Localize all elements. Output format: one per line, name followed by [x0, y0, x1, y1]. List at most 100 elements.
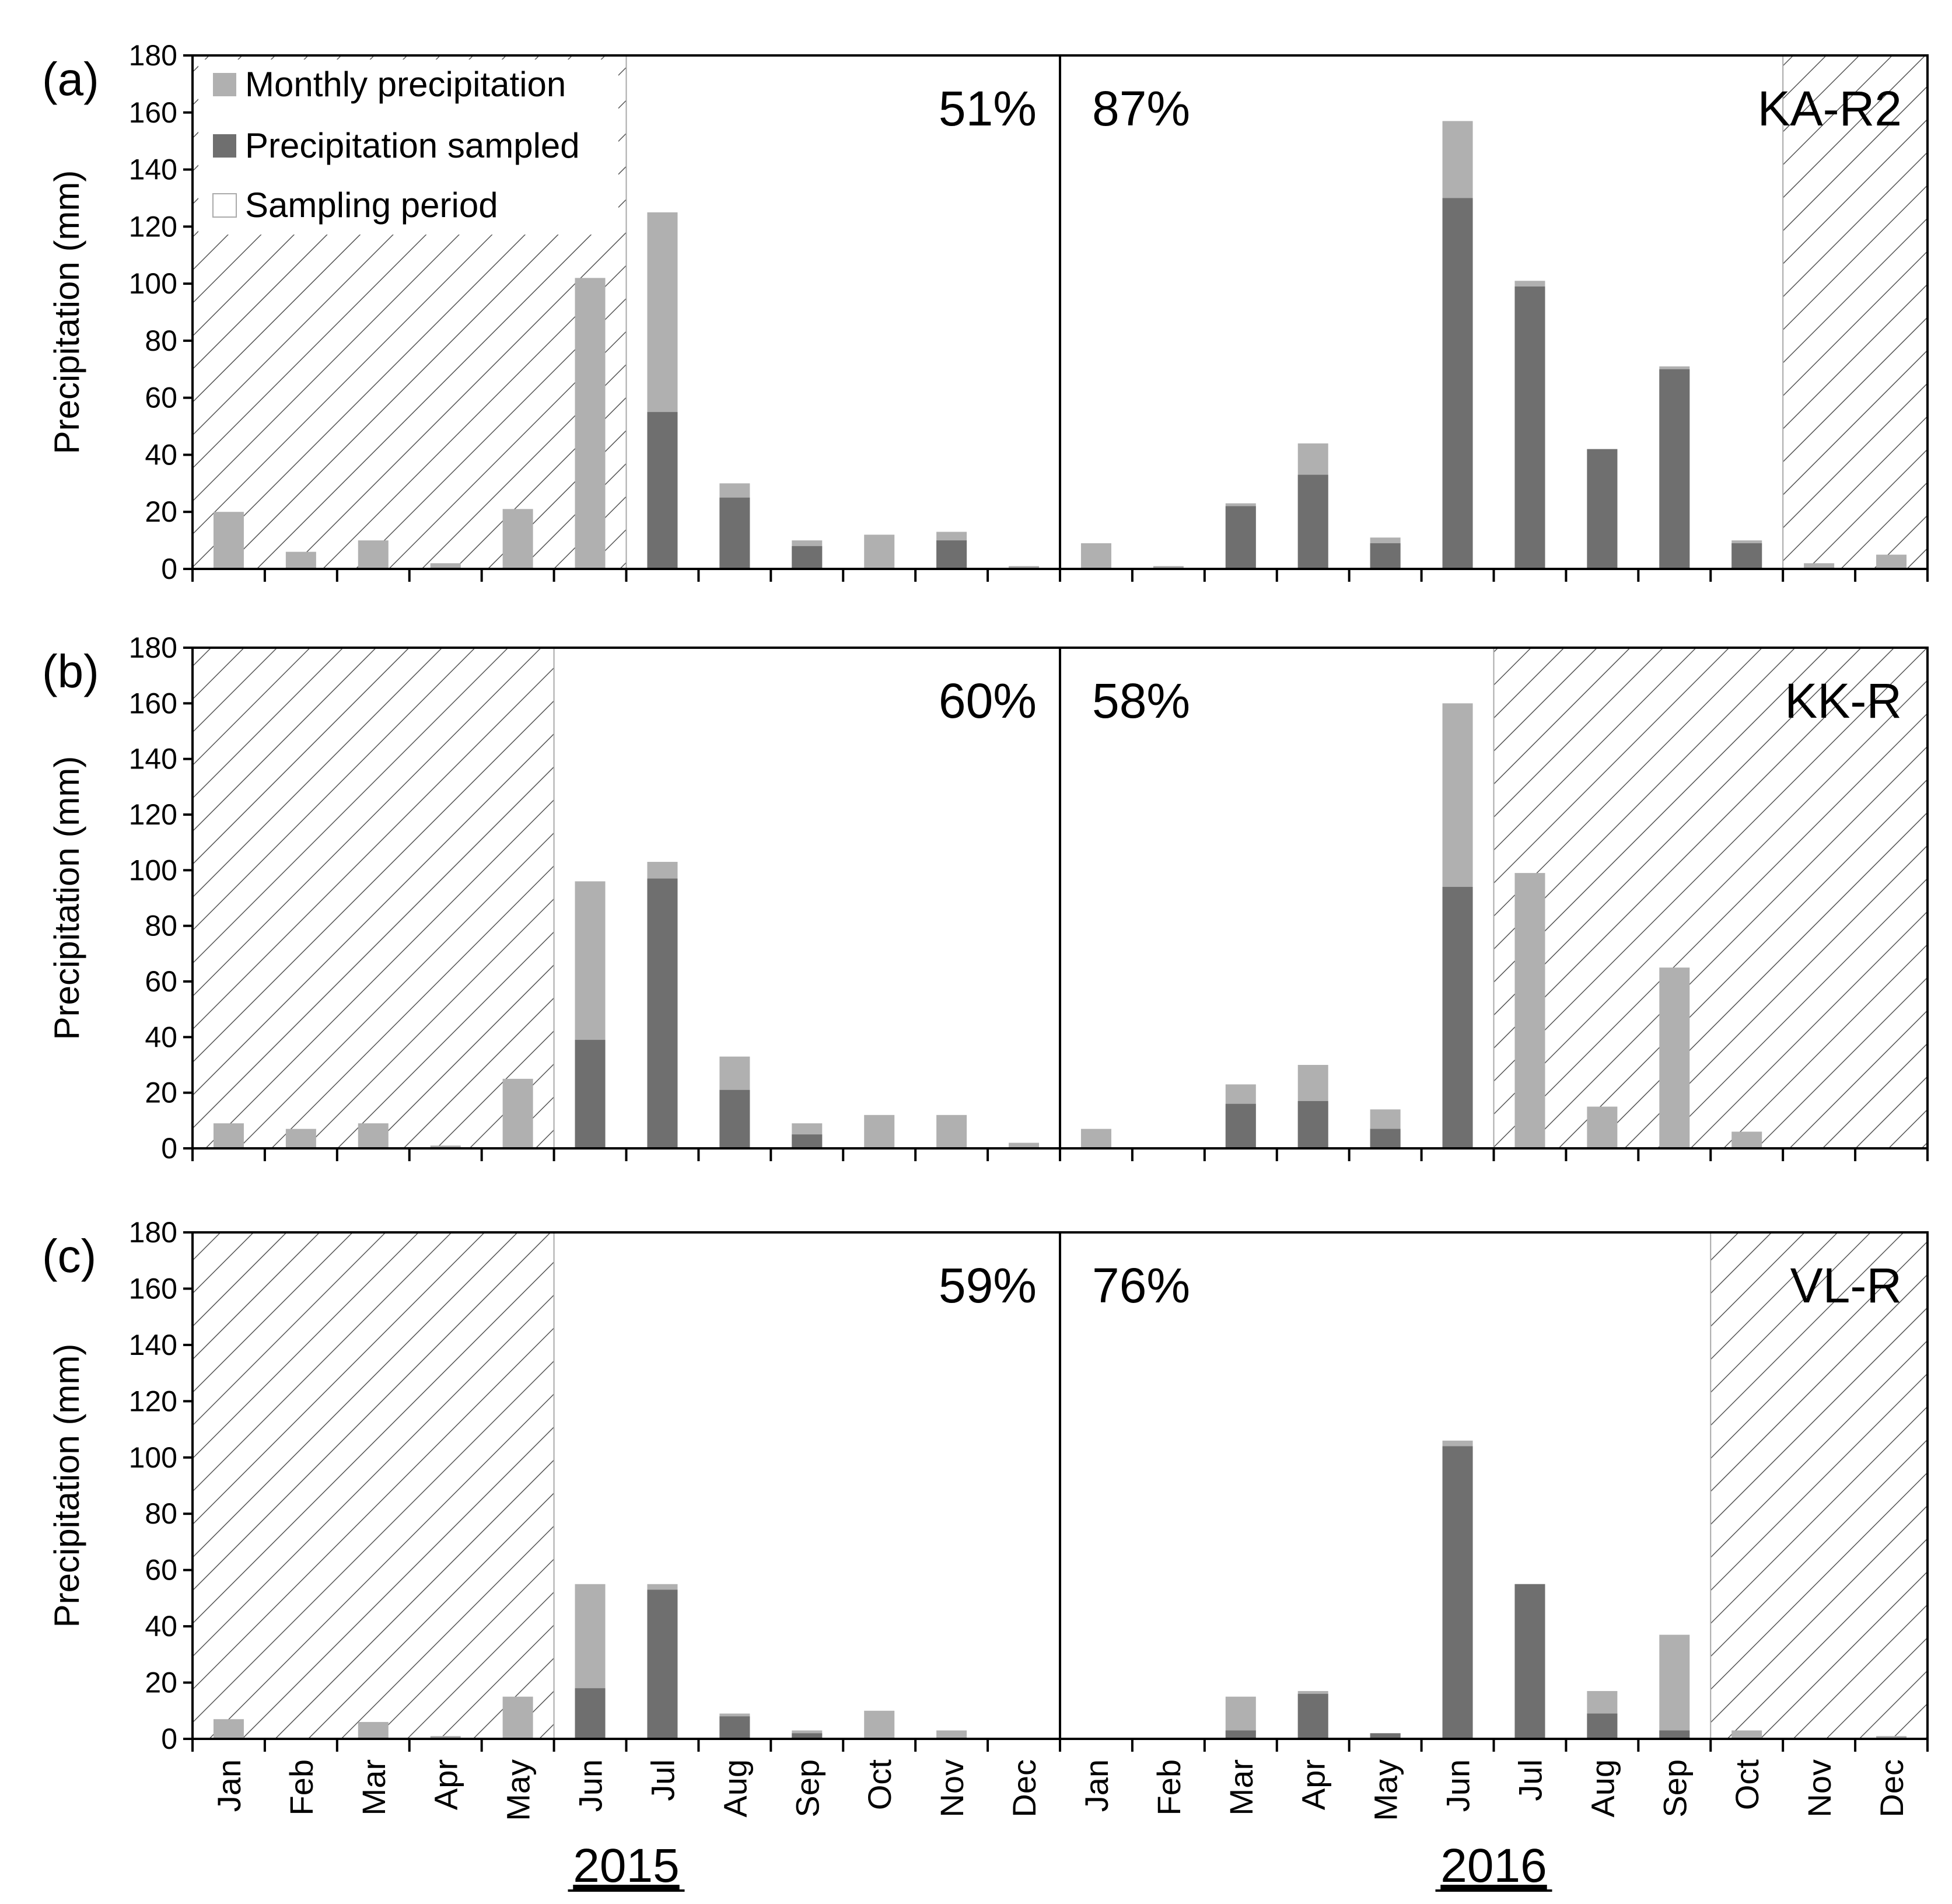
x-axis-labels: Jan Feb Mar Apr May Jun Jul Aug Sep Oct Nov Dec Jan F… [211, 1759, 1910, 1892]
bar-sampled-20 [1659, 1730, 1690, 1739]
month-label: May [1367, 1759, 1404, 1821]
bar-sampled-7 [719, 1716, 750, 1739]
panel-label: (b) [42, 645, 99, 697]
y-tick-label: 80 [145, 324, 177, 357]
month-label: Dec [1873, 1759, 1910, 1818]
non-sampled-region [1710, 1232, 1928, 1739]
year-label-2016: 2016 [1440, 1839, 1547, 1892]
bar-monthly-19 [1587, 1106, 1618, 1148]
bar-sampled-8 [792, 1134, 823, 1148]
bar-monthly-1 [285, 551, 316, 569]
y-tick-label: 120 [129, 1385, 177, 1417]
month-label: Nov [933, 1759, 970, 1818]
site-name: KK-R [1785, 673, 1902, 728]
bar-sampled-8 [792, 546, 823, 569]
percent-2015: 59% [939, 1258, 1037, 1313]
bar-monthly-4 [502, 1696, 533, 1739]
site-name: VL-R [1790, 1258, 1902, 1313]
percent-2016: 76% [1092, 1258, 1190, 1313]
month-label: May [500, 1759, 537, 1821]
y-tick-label: 0 [161, 553, 177, 585]
percent-2015: 60% [939, 673, 1037, 728]
bar-monthly-2 [358, 1123, 389, 1148]
bar-monthly-5 [575, 278, 606, 569]
bar-sampled-15 [1297, 474, 1328, 569]
bar-monthly-22 [1804, 563, 1835, 569]
bar-monthly-12 [1080, 543, 1111, 569]
month-label: Jul [644, 1759, 681, 1801]
y-tick-label: 140 [129, 1329, 177, 1361]
bar-monthly-11 [1009, 1143, 1040, 1148]
legend-monthly-swatch [213, 73, 236, 96]
y-tick-label: 180 [129, 1216, 177, 1249]
y-tick-label: 20 [145, 1667, 177, 1699]
bar-sampled-21 [1731, 543, 1762, 569]
month-label: Feb [1150, 1759, 1187, 1816]
bar-monthly-18 [1514, 873, 1545, 1148]
y-tick-label: 120 [129, 210, 177, 243]
bar-sampled-19 [1587, 449, 1618, 569]
panel-c: 0 20 40 60 80 100 120 140 160 180 Precipitation (m… [42, 1216, 1929, 1755]
panel-label: (a) [42, 53, 99, 105]
month-label: Sep [789, 1759, 825, 1818]
month-label: Feb [283, 1759, 320, 1816]
bar-monthly-2 [358, 1722, 389, 1739]
legend: Monthly precipitation Precipitation sampl… [198, 60, 618, 235]
month-label: Mar [355, 1759, 392, 1815]
bar-monthly-9 [864, 1115, 895, 1148]
month-label: Oct [1729, 1759, 1765, 1811]
bar-monthly-23 [1876, 554, 1907, 569]
bar-monthly-3 [430, 1736, 461, 1739]
bar-sampled-8 [792, 1733, 823, 1739]
bar-monthly-9 [864, 1710, 895, 1739]
bar-sampled-6 [647, 1589, 678, 1739]
bar-sampled-14 [1225, 1730, 1256, 1739]
y-tick-label: 160 [129, 687, 177, 719]
bar-monthly-21 [1731, 1131, 1762, 1148]
bar-monthly-1 [285, 1129, 316, 1148]
month-label: Oct [861, 1759, 898, 1811]
panel-label: (c) [42, 1230, 96, 1282]
bar-sampled-10 [936, 540, 967, 569]
y-tick-label: 40 [145, 1610, 177, 1643]
month-label: Jun [1440, 1759, 1477, 1812]
month-label: Aug [716, 1759, 753, 1818]
legend-period-swatch [212, 193, 237, 218]
bar-monthly-20 [1659, 967, 1690, 1148]
bar-monthly-3 [430, 563, 461, 569]
bar-sampled-20 [1659, 369, 1690, 569]
bar-sampled-19 [1587, 1713, 1618, 1739]
y-tick-label: 60 [145, 1554, 177, 1587]
bar-sampled-16 [1370, 543, 1401, 569]
bar-monthly-9 [864, 534, 895, 569]
y-tick-label: 80 [145, 910, 177, 942]
bar-monthly-13 [1153, 566, 1184, 569]
non-sampled-region [192, 1232, 555, 1739]
month-label: Apr [1295, 1759, 1332, 1810]
month-label: Aug [1584, 1759, 1621, 1818]
legend-period-label: Sampling period [245, 186, 498, 225]
bar-monthly-10 [936, 1115, 967, 1148]
bar-sampled-17 [1442, 886, 1473, 1148]
bar-sampled-5 [575, 1040, 606, 1148]
non-sampled-region [192, 647, 555, 1149]
bar-sampled-16 [1370, 1129, 1401, 1148]
bar-monthly-3 [430, 1145, 461, 1148]
y-tick-label: 100 [129, 854, 177, 886]
month-label: Jan [211, 1759, 247, 1812]
y-axis-label: Precipitation (mm) [47, 170, 86, 455]
bar-sampled-16 [1370, 1733, 1401, 1739]
legend-background [198, 60, 618, 235]
non-sampled-region [1782, 55, 1929, 570]
y-tick-label: 160 [129, 96, 177, 129]
y-tick-label: 80 [145, 1497, 177, 1530]
month-label: Sep [1656, 1759, 1693, 1818]
bar-monthly-23 [1876, 1736, 1907, 1739]
bar-sampled-7 [719, 1089, 750, 1148]
bar-monthly-4 [502, 509, 533, 569]
y-tick-label: 180 [129, 39, 177, 72]
site-name: KA-R2 [1758, 81, 1902, 136]
bar-sampled-17 [1442, 198, 1473, 569]
percent-2016: 87% [1092, 81, 1190, 136]
bar-sampled-18 [1514, 287, 1545, 569]
